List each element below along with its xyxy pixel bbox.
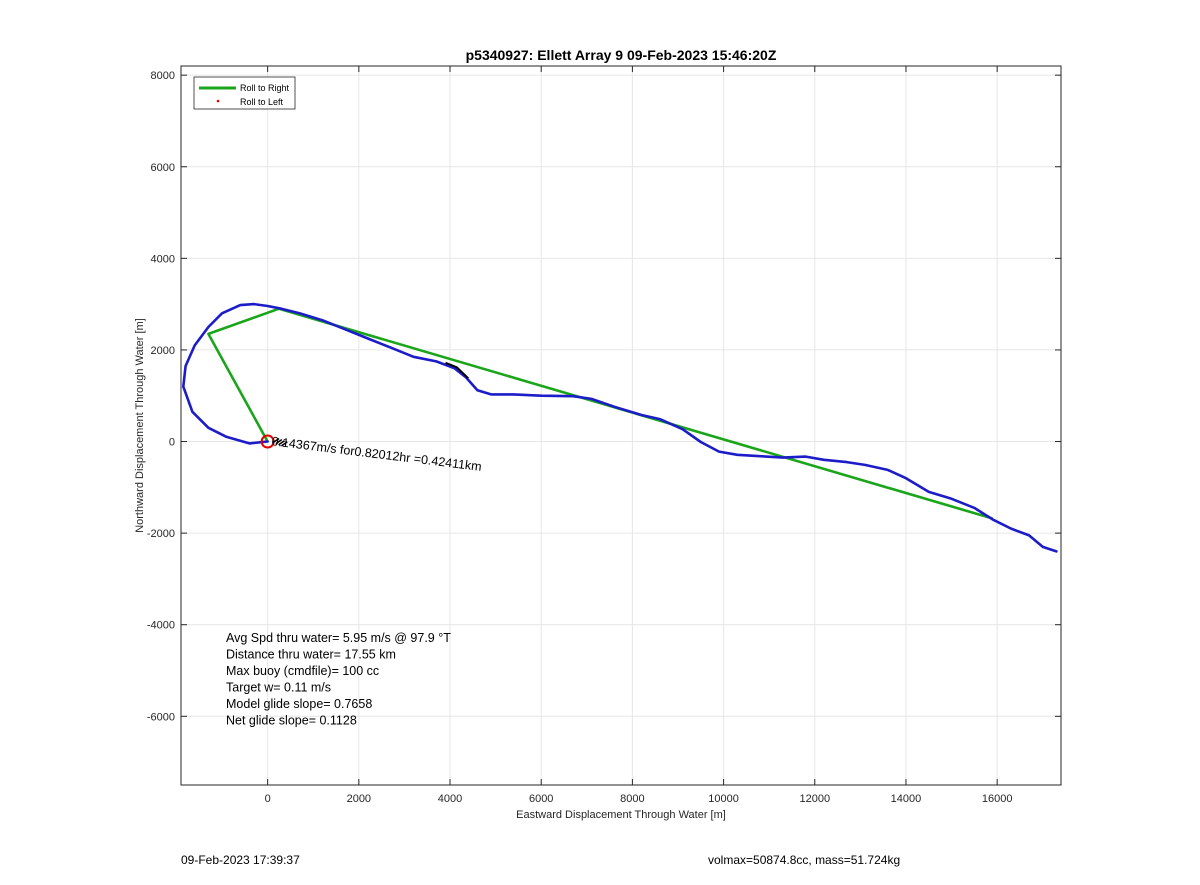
grid	[181, 66, 1061, 785]
y-tick-label: 4000	[151, 253, 175, 265]
series-layer	[182, 302, 1058, 553]
stats-max-buoy: Max buoy (cmdfile)= 100 cc	[226, 664, 379, 678]
x-tick-label: 16000	[982, 793, 1013, 805]
series-track	[182, 302, 1058, 553]
stats-avg-speed: Avg Spd thru water= 5.95 m/s @ 97.9 °T	[226, 631, 451, 645]
footer-timestamp: 09-Feb-2023 17:39:37	[181, 853, 300, 867]
x-tick-label: 8000	[620, 793, 644, 805]
legend-label-roll-left: Roll to Left	[240, 97, 284, 107]
y-tick-label: 0	[169, 437, 175, 449]
stats-distance: Distance thru water= 17.55 km	[226, 648, 396, 662]
chart-title: p5340927: Ellett Array 9 09-Feb-2023 15:…	[466, 47, 777, 63]
x-tick-label: 14000	[891, 793, 922, 805]
y-tick-label: -2000	[147, 528, 175, 540]
start-label-mark	[275, 438, 283, 445]
legend: Roll to Right Roll to Left	[193, 76, 296, 110]
stats-target-w: Target w= 0.11 m/s	[226, 681, 331, 695]
legend-swatch-roll-left	[216, 99, 220, 103]
legend-box	[193, 76, 296, 110]
y-tick-label: -6000	[147, 711, 175, 723]
x-axis-label: Eastward Displacement Through Water [m]	[516, 809, 726, 821]
ticks: 0 2000 4000 6000 8000 10000 12000 14000 16000 -60…	[147, 66, 1061, 805]
x-tick-label: 4000	[438, 793, 462, 805]
stats-model-glide-slope: Model glide slope= 0.7658	[226, 697, 372, 711]
x-tick-label: 12000	[799, 793, 830, 805]
footer-vol-mass: volmax=50874.8cc, mass=51.724kg	[708, 853, 900, 867]
stats-block: Avg Spd thru water= 5.95 m/s @ 97.9 °T D…	[226, 631, 451, 728]
start-label-mark	[278, 440, 285, 446]
series-black-segment	[445, 361, 469, 380]
x-tick-label: 2000	[347, 793, 371, 805]
x-tick-label: 10000	[708, 793, 739, 805]
legend-label-roll-right: Roll to Right	[240, 83, 290, 93]
y-axis-label: Northward Displacement Through Water [m]	[134, 318, 146, 533]
y-tick-label: 2000	[151, 345, 175, 357]
axes-box	[180, 65, 1062, 786]
y-tick-label: -4000	[147, 620, 175, 632]
x-tick-label: 0	[265, 793, 271, 805]
start-label-mark	[272, 437, 280, 444]
y-tick-label: 6000	[151, 162, 175, 174]
y-tick-label: 8000	[151, 70, 175, 82]
stats-net-glide-slope: Net glide slope= 0.1128	[226, 714, 357, 728]
start-label-mark	[280, 441, 288, 447]
x-tick-label: 6000	[529, 793, 553, 805]
